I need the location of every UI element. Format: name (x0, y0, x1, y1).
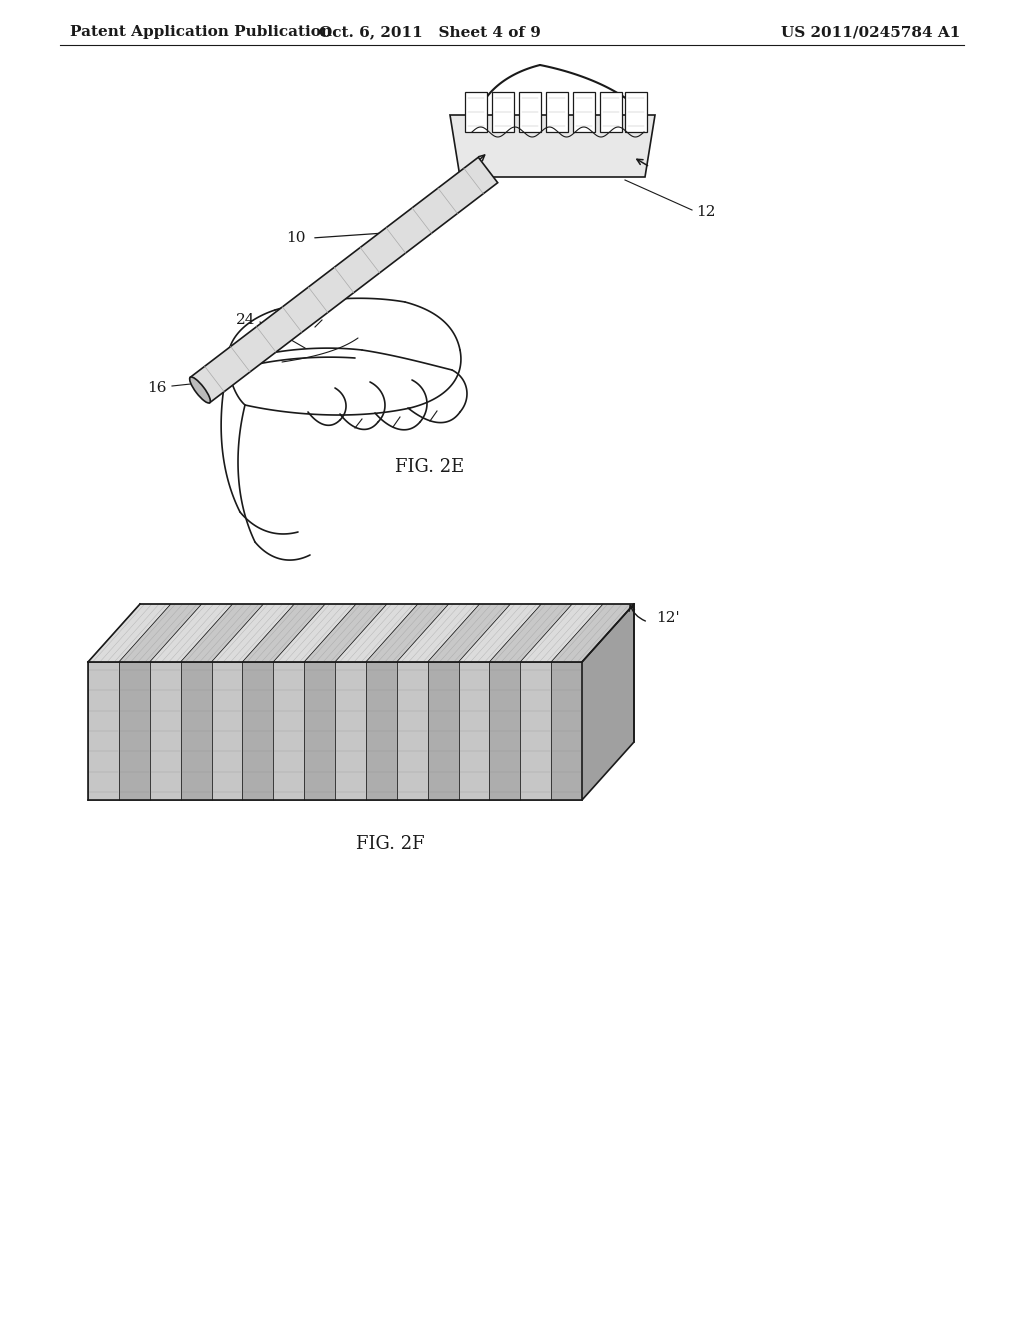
Polygon shape (492, 92, 514, 132)
Polygon shape (546, 92, 568, 132)
Polygon shape (520, 605, 603, 663)
Polygon shape (150, 605, 232, 663)
Polygon shape (465, 92, 487, 132)
Polygon shape (119, 605, 202, 663)
Polygon shape (190, 157, 498, 403)
Polygon shape (450, 115, 655, 177)
Text: 12': 12' (656, 611, 680, 624)
Polygon shape (600, 92, 622, 132)
Polygon shape (212, 605, 294, 663)
Polygon shape (304, 605, 387, 663)
Polygon shape (625, 92, 647, 132)
Text: US 2011/0245784 A1: US 2011/0245784 A1 (780, 25, 961, 40)
Polygon shape (88, 663, 119, 800)
Polygon shape (520, 663, 551, 800)
Polygon shape (273, 605, 356, 663)
Text: Patent Application Publication: Patent Application Publication (70, 25, 332, 40)
Ellipse shape (189, 378, 210, 403)
Polygon shape (273, 663, 304, 800)
Polygon shape (150, 663, 180, 800)
Text: 24: 24 (236, 313, 255, 327)
Polygon shape (304, 663, 335, 800)
Polygon shape (243, 663, 273, 800)
Text: 16: 16 (147, 381, 167, 395)
Polygon shape (335, 605, 418, 663)
Polygon shape (243, 605, 326, 663)
Polygon shape (573, 92, 595, 132)
Polygon shape (519, 92, 541, 132)
Polygon shape (489, 663, 520, 800)
Polygon shape (459, 605, 542, 663)
Polygon shape (551, 605, 634, 663)
Polygon shape (582, 605, 634, 800)
Polygon shape (88, 605, 171, 663)
Text: 12: 12 (696, 205, 716, 219)
Polygon shape (335, 663, 366, 800)
Polygon shape (551, 663, 582, 800)
Polygon shape (459, 663, 489, 800)
Polygon shape (428, 663, 459, 800)
Polygon shape (489, 605, 572, 663)
Text: 10: 10 (287, 231, 306, 246)
Polygon shape (180, 605, 263, 663)
Polygon shape (366, 605, 449, 663)
Polygon shape (119, 663, 150, 800)
Polygon shape (396, 605, 479, 663)
Text: FIG. 2E: FIG. 2E (395, 458, 465, 477)
Polygon shape (396, 663, 428, 800)
Polygon shape (428, 605, 511, 663)
Polygon shape (180, 663, 212, 800)
Polygon shape (366, 663, 396, 800)
Polygon shape (212, 663, 243, 800)
Text: Oct. 6, 2011   Sheet 4 of 9: Oct. 6, 2011 Sheet 4 of 9 (319, 25, 541, 40)
Text: FIG. 2F: FIG. 2F (355, 836, 424, 853)
